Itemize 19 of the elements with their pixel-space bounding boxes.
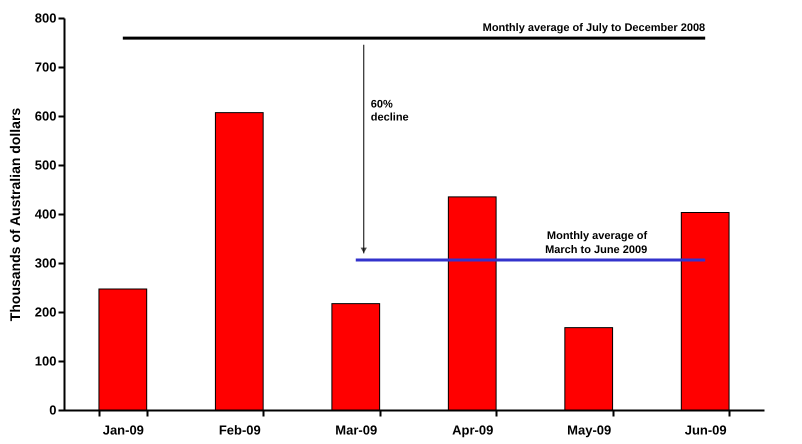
y-tick-label: 100 (34, 354, 56, 368)
y-tick-label: 200 (34, 304, 56, 320)
y-tick-label: 800 (34, 10, 56, 26)
y-tick-label: 500 (34, 158, 56, 172)
y-tick-label: 700 (34, 60, 56, 74)
series-label: Monthly average of July to December 2008 (482, 22, 706, 34)
y-axis-title: Thousands of Australian dollars (6, 108, 23, 322)
x-tick-label: Jun-09 (684, 422, 727, 438)
series-label: Monthly average of March to June 2009 (545, 230, 648, 256)
x-tick-label: Feb-09 (218, 422, 261, 438)
y-tick-label: 0 (49, 402, 56, 418)
x-tick-label: Jan-09 (102, 422, 144, 438)
x-tick-label: May-09 (567, 422, 612, 438)
y-tick-label: 400 (34, 206, 56, 222)
y-tick-label: 600 (34, 108, 56, 124)
x-tick-label: Apr-09 (452, 422, 494, 438)
x-tick-label: Mar-09 (335, 422, 378, 438)
annotation: 60% decline (370, 98, 409, 124)
y-tick-label: 300 (34, 256, 56, 270)
